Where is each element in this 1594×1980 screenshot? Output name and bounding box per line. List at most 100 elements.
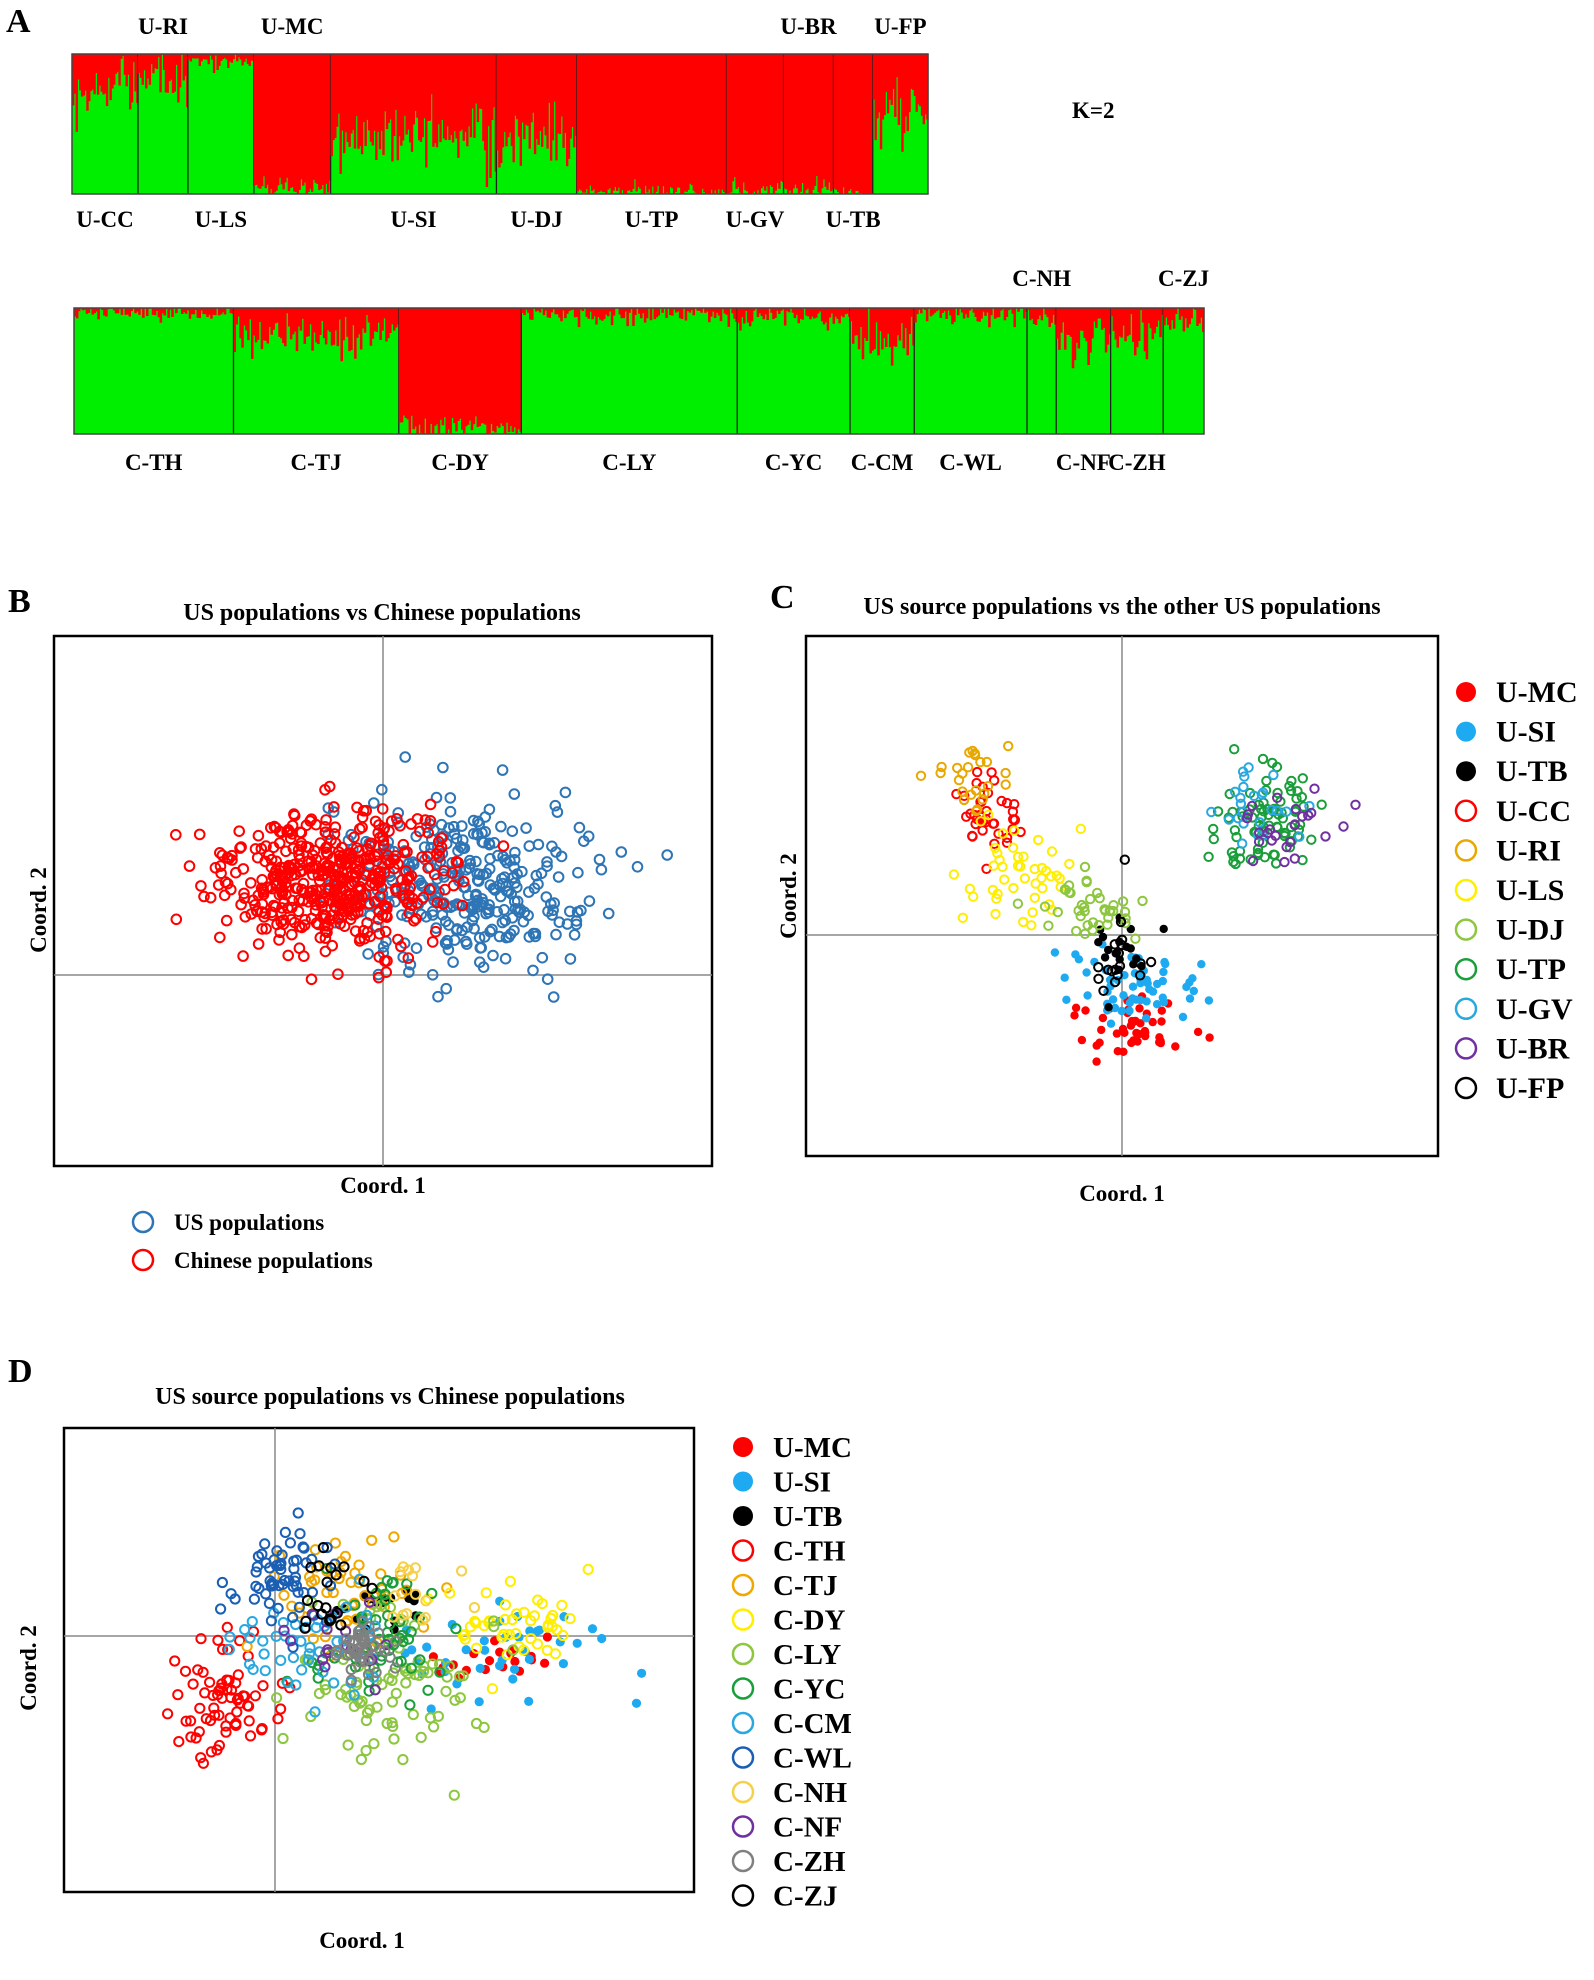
structure-bar-c-th bbox=[214, 308, 217, 316]
structure-bar-u-si bbox=[332, 54, 335, 141]
legend-marker-c-nf bbox=[731, 1815, 755, 1838]
point-chinese-populations bbox=[377, 839, 390, 851]
structure-bar-u-ri bbox=[170, 54, 173, 80]
point-c-tj bbox=[349, 1567, 361, 1579]
point-u-gv bbox=[1268, 769, 1279, 781]
structure-bar-c-ly bbox=[684, 308, 688, 321]
structure-bar-c-dy bbox=[480, 308, 484, 424]
structure-bar-c-yc bbox=[842, 308, 845, 318]
structure-bar-c-tj bbox=[383, 308, 386, 319]
structure-bar-u-br bbox=[785, 54, 788, 190]
point-u-fp bbox=[1110, 964, 1121, 975]
point-u-tp bbox=[1284, 781, 1295, 792]
structure-bar-u-br bbox=[790, 54, 794, 194]
structure-bar-u-tp bbox=[708, 54, 712, 194]
structure-bar-c-th bbox=[112, 308, 116, 311]
structure-bar-u-tp bbox=[699, 54, 703, 194]
structure-bar-c-nf bbox=[1098, 308, 1102, 319]
structure-bar-c-tj bbox=[324, 308, 328, 345]
structure-bar-u-si bbox=[357, 54, 360, 149]
point-c-zj bbox=[321, 1576, 333, 1588]
point-u-tp bbox=[1203, 851, 1214, 862]
point-u-tp bbox=[1229, 744, 1240, 755]
structure-bar-u-mc bbox=[300, 54, 303, 180]
point-chinese-populations bbox=[237, 950, 249, 962]
structure-bar-c-th bbox=[95, 308, 98, 312]
point-us-populations bbox=[441, 938, 453, 950]
point-us-populations bbox=[523, 886, 535, 898]
structure-bar-u-dj bbox=[510, 54, 514, 147]
point-c-cm bbox=[296, 1664, 308, 1676]
point-c-ly bbox=[449, 1694, 461, 1706]
point-u-mc bbox=[1193, 1027, 1203, 1037]
structure-bar-c-zh bbox=[1124, 308, 1127, 342]
structure-bar-u-tp bbox=[717, 54, 720, 190]
structure-bar-c-wl bbox=[943, 308, 946, 312]
structure-bar-c-zh bbox=[1118, 308, 1121, 337]
structure-bar-u-br bbox=[792, 54, 795, 189]
structure-bar-c-zj bbox=[1178, 308, 1182, 320]
point-c-th bbox=[180, 1715, 192, 1727]
structure-bar-u-si bbox=[337, 54, 341, 114]
point-u-ls bbox=[1019, 873, 1031, 884]
point-us-populations bbox=[499, 952, 512, 965]
point-us-populations bbox=[508, 788, 521, 800]
structure-bar-u-dj bbox=[528, 54, 531, 149]
point-c-th bbox=[234, 1635, 246, 1647]
point-c-wl bbox=[273, 1580, 285, 1592]
structure-bar-u-ri bbox=[184, 54, 187, 76]
point-chinese-populations bbox=[256, 923, 268, 935]
structure-bar-u-si bbox=[453, 54, 457, 132]
point-c-yc bbox=[383, 1633, 395, 1645]
structure-bar-u-cc bbox=[121, 54, 125, 56]
legend-marker-u-fp bbox=[1454, 1076, 1478, 1100]
point-chinese-populations bbox=[326, 939, 339, 952]
structure-bar-c-ly bbox=[556, 308, 559, 315]
point-c-nh bbox=[410, 1588, 422, 1600]
structure-bar-u-tp bbox=[653, 54, 656, 194]
structure-bar-u-si bbox=[450, 54, 453, 135]
structure-bar-u-ls bbox=[223, 54, 226, 58]
point-c-wl bbox=[288, 1555, 300, 1567]
structure-bar-c-th bbox=[87, 308, 91, 313]
structure-bar-u-ri bbox=[143, 54, 146, 71]
legend-label-c-zh: C-ZH bbox=[773, 1846, 846, 1878]
point-u-cc bbox=[977, 825, 988, 836]
point-us-populations bbox=[631, 861, 644, 873]
structure-bar-u-tp bbox=[651, 54, 654, 187]
legend-label-c-nh: C-NH bbox=[773, 1777, 848, 1809]
point-c-wl bbox=[306, 1553, 318, 1566]
structure-bar-u-fp bbox=[901, 54, 904, 152]
structure-bar-c-th bbox=[145, 308, 149, 316]
point-us-populations bbox=[568, 929, 581, 941]
legend-label-u-si: U-SI bbox=[1496, 716, 1556, 749]
structure-bar-c-ly bbox=[641, 308, 645, 314]
point-us-populations bbox=[541, 860, 553, 873]
point-chinese-populations bbox=[235, 841, 247, 853]
point-chinese-populations bbox=[256, 906, 268, 918]
structure-bar-c-zj bbox=[1190, 308, 1193, 319]
structure-bar-u-mc bbox=[253, 54, 257, 186]
structure-bar-c-tj bbox=[272, 308, 275, 330]
structure-bar-c-th bbox=[167, 308, 170, 318]
structure-bar-u-tp bbox=[648, 54, 651, 190]
structure-bar-u-mc bbox=[280, 54, 284, 185]
point-chinese-populations bbox=[204, 891, 217, 904]
structure-bar-u-ri bbox=[152, 54, 155, 74]
legend-marker-u-ri bbox=[1454, 839, 1478, 862]
structure-bar-u-si bbox=[398, 54, 401, 137]
point-chinese-populations bbox=[397, 889, 409, 902]
structure-bar-c-yc bbox=[816, 308, 820, 314]
point-u-dj bbox=[1137, 895, 1148, 907]
structure-bar-c-ly bbox=[538, 308, 542, 313]
structure-bar-c-wl bbox=[988, 308, 991, 328]
structure-bar-c-nf bbox=[1097, 308, 1100, 319]
point-c-wl bbox=[225, 1588, 237, 1600]
structure-bar-c-th bbox=[210, 308, 213, 319]
structure-bar-u-ls bbox=[202, 54, 205, 60]
point-chinese-populations bbox=[221, 877, 234, 890]
structure-bar-u-si bbox=[476, 54, 480, 123]
point-u-si bbox=[534, 1625, 545, 1635]
structure-bar-c-yc bbox=[758, 308, 762, 314]
x-axis-label-c: Coord. 1 bbox=[1079, 1181, 1165, 1206]
